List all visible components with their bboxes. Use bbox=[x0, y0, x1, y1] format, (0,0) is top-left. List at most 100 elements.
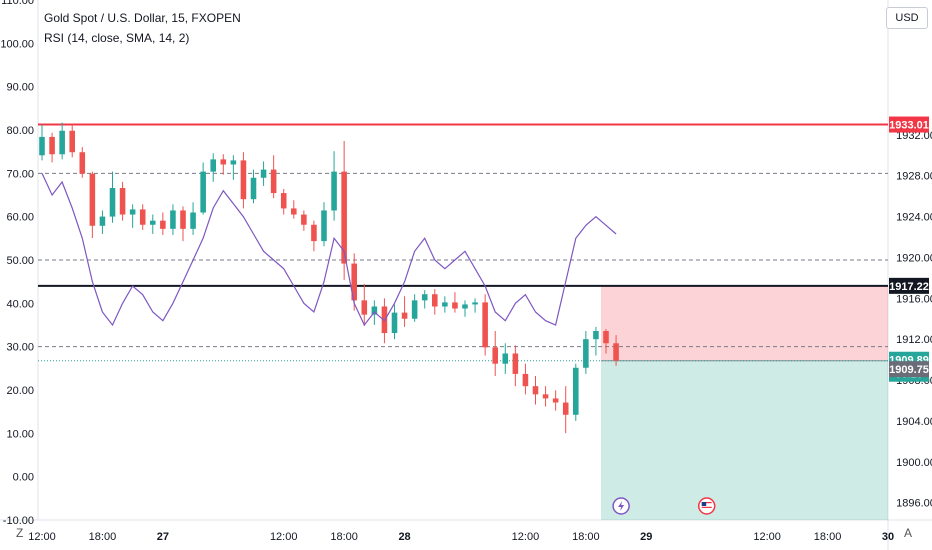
candle bbox=[321, 202, 327, 247]
candle bbox=[270, 155, 277, 199]
candle-body bbox=[301, 214, 307, 225]
candle bbox=[240, 152, 247, 209]
candle bbox=[532, 375, 539, 405]
stop-loss-zone[interactable] bbox=[600, 285, 888, 361]
candle bbox=[291, 200, 297, 219]
flag-canton bbox=[701, 502, 707, 506]
price-axis-tick-label: 1896.00 bbox=[896, 498, 932, 510]
candle bbox=[401, 296, 408, 327]
candle bbox=[160, 212, 166, 235]
candle-body bbox=[432, 294, 438, 307]
candle bbox=[472, 298, 478, 313]
candle-body bbox=[593, 331, 599, 340]
candle bbox=[562, 386, 569, 434]
candle bbox=[462, 300, 468, 317]
candle bbox=[573, 363, 579, 421]
candle-body bbox=[220, 159, 227, 165]
candle-body bbox=[613, 343, 619, 361]
candle-body bbox=[160, 220, 166, 229]
candle bbox=[210, 153, 216, 182]
price-line-badge-label: 1917.22 bbox=[889, 281, 929, 293]
time-axis-tick-label: 18:00 bbox=[330, 531, 358, 543]
rsi-ma-badge bbox=[889, 361, 929, 378]
event-marker-circle bbox=[697, 497, 716, 515]
candle bbox=[492, 331, 498, 376]
candle bbox=[542, 386, 549, 407]
flag-stripe bbox=[701, 504, 712, 506]
symbol-title[interactable]: Gold Spot / U.S. Dollar, 15, FXOPEN bbox=[44, 11, 241, 25]
time-axis-tick-label: 18:00 bbox=[89, 531, 117, 543]
candle-body bbox=[260, 169, 267, 178]
candle bbox=[119, 181, 126, 221]
candle-body bbox=[442, 302, 448, 307]
candle-body bbox=[472, 302, 478, 305]
candle bbox=[49, 132, 55, 163]
flag-stripe bbox=[701, 506, 712, 508]
candle bbox=[190, 202, 196, 235]
candle-body bbox=[280, 193, 287, 209]
rsi-axis-tick-label: 50.00 bbox=[6, 255, 34, 267]
price-line-badge-label: 1933.01 bbox=[889, 120, 929, 132]
indicator-title[interactable]: RSI (14, close, SMA, 14, 2) bbox=[44, 31, 190, 45]
rsi-axis-tick-label: 70.00 bbox=[6, 168, 34, 180]
rsi-ma-badge-label: 1909.75 bbox=[889, 364, 929, 376]
candle-body bbox=[552, 398, 559, 403]
time-axis-tick-label: 12:00 bbox=[753, 531, 781, 543]
candle-body bbox=[532, 386, 539, 395]
rsi-axis-tick-label: 100.00 bbox=[0, 38, 34, 50]
candle-body bbox=[170, 210, 176, 229]
candle-body bbox=[89, 173, 96, 226]
candle-body bbox=[573, 367, 579, 415]
candle-body bbox=[99, 216, 106, 226]
candle-body bbox=[341, 171, 347, 264]
candle bbox=[552, 390, 559, 411]
candle-body bbox=[492, 347, 498, 364]
candle bbox=[421, 290, 428, 309]
price-axis-tick-label: 1916.00 bbox=[896, 293, 932, 305]
currency-button[interactable]: USD bbox=[886, 7, 928, 29]
candle bbox=[69, 124, 75, 158]
rsi-axis-tick-label: 60.00 bbox=[6, 212, 34, 224]
candle bbox=[180, 206, 186, 242]
candle-body bbox=[69, 130, 75, 153]
auto-scale-button[interactable]: A bbox=[904, 526, 913, 540]
candle-body bbox=[291, 208, 297, 215]
rsi-axis-tick-label: 110.00 bbox=[1, 0, 34, 7]
candle bbox=[89, 171, 96, 239]
candle bbox=[99, 210, 106, 234]
zoom-toggle-button[interactable]: Z bbox=[16, 526, 24, 540]
candle bbox=[502, 343, 509, 374]
flag-stripe bbox=[701, 509, 712, 511]
price-axis-tick-label: 1920.00 bbox=[896, 252, 932, 264]
price-line-badge[interactable] bbox=[889, 116, 929, 133]
rsi-axis-tick-label: 30.00 bbox=[6, 342, 34, 354]
candle-body bbox=[522, 373, 529, 387]
rsi-axis-tick-label: 40.00 bbox=[6, 298, 34, 310]
candle-body bbox=[482, 302, 488, 348]
price-line-badge[interactable] bbox=[889, 277, 929, 294]
candle-body bbox=[139, 209, 146, 225]
candle bbox=[250, 169, 257, 204]
candle-body bbox=[502, 353, 509, 364]
candle-body bbox=[49, 136, 55, 155]
candle-body bbox=[210, 159, 216, 172]
time-axis-tick-label: 30 bbox=[882, 531, 894, 543]
candle bbox=[139, 204, 146, 230]
rsi-axis-tick-label: 20.00 bbox=[6, 385, 34, 397]
candle bbox=[260, 161, 267, 186]
time-axis-tick-label: 12:00 bbox=[270, 531, 298, 543]
candle bbox=[39, 124, 45, 161]
candle bbox=[170, 204, 176, 235]
candle bbox=[280, 188, 287, 215]
take-profit-zone[interactable] bbox=[600, 360, 888, 520]
candle bbox=[411, 294, 418, 322]
candle-body bbox=[371, 306, 378, 315]
us-flag-icon[interactable] bbox=[697, 497, 716, 515]
lightning-icon[interactable] bbox=[612, 497, 630, 515]
candle bbox=[593, 326, 599, 356]
rsi-line[interactable] bbox=[41, 173, 617, 327]
candle-body bbox=[321, 210, 327, 242]
price-axis-tick-label: 1904.00 bbox=[896, 416, 932, 428]
